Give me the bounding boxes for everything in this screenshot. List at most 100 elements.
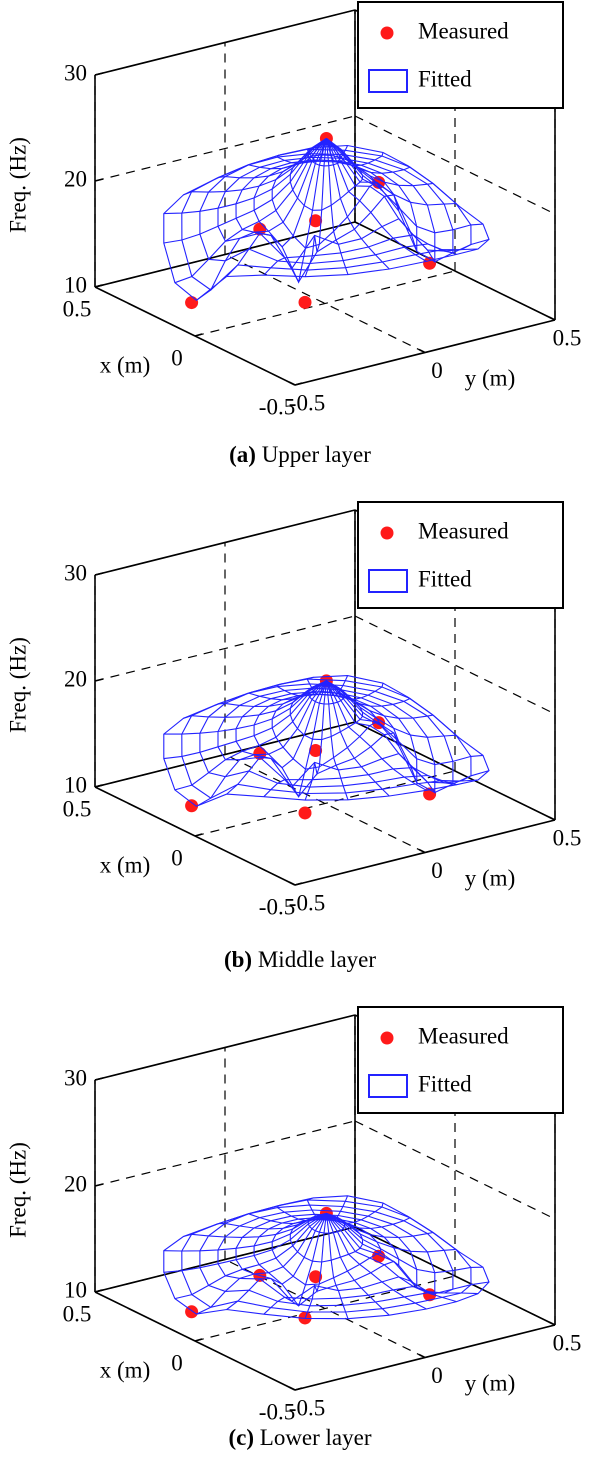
axis-edge [94, 721, 356, 788]
mesh-radial [325, 1213, 349, 1319]
mesh-radial [174, 138, 327, 284]
mesh-radial [226, 680, 327, 795]
mesh-radial [325, 680, 457, 786]
mesh-radial [326, 680, 484, 766]
grid-line [194, 1275, 456, 1342]
tick-mark [94, 1289, 103, 1293]
mesh-ring [163, 144, 490, 302]
mesh-radial [326, 1212, 460, 1253]
z-tick-label: 10 [64, 1277, 87, 1302]
mesh-radial [326, 1212, 434, 1239]
mesh-radial [304, 138, 327, 277]
z-tick-label: 30 [64, 60, 87, 85]
mesh-radial [163, 680, 327, 735]
caption-text: Middle layer [258, 947, 376, 972]
legend-swatch [368, 69, 408, 93]
x-tick-label: 0 [171, 845, 183, 870]
z-axis-label: Freq. (Hz) [5, 637, 30, 733]
measured-point [298, 806, 312, 820]
tick-mark [194, 1338, 203, 1342]
z-tick-label: 30 [64, 1065, 87, 1090]
mesh-radial [226, 138, 327, 277]
tick-mark [94, 784, 103, 788]
mesh-radial [326, 1212, 490, 1295]
legend-box [357, 501, 564, 609]
caption: (c) Lower layer [228, 1425, 371, 1450]
y-axis-label: y (m) [465, 1370, 515, 1395]
mesh-radial [325, 1213, 427, 1310]
grid-line [224, 753, 426, 854]
mesh-radial [326, 1212, 484, 1274]
mesh-radial [325, 138, 390, 270]
mesh-ring [253, 693, 400, 798]
mesh-radial [326, 138, 460, 207]
legend-label: Fitted [418, 1071, 472, 1096]
z-axis-label: Freq. (Hz) [5, 137, 30, 233]
z-tick-label: 20 [64, 166, 87, 191]
axis-edge [354, 221, 556, 321]
mesh-radial [214, 680, 327, 708]
tick-mark [194, 833, 203, 837]
grid-line [354, 115, 556, 215]
legend-swatch [368, 1074, 408, 1098]
mesh-radial [325, 138, 349, 275]
axis-edge [354, 721, 556, 821]
y-tick-label: -0.5 [289, 1395, 325, 1420]
x-tick-label: 0 [171, 345, 183, 370]
x-axis-label: x (m) [100, 1357, 150, 1382]
legend-box [357, 1006, 564, 1114]
tick-mark [94, 178, 104, 182]
mesh-radial [196, 1213, 327, 1315]
caption: (b) Middle layer [224, 947, 376, 972]
tick-mark [288, 1386, 296, 1391]
tick-mark [294, 382, 303, 386]
mesh-radial [263, 138, 327, 284]
mesh-radial [325, 1213, 457, 1303]
legend-box [357, 1, 564, 109]
z-tick-label: 10 [64, 772, 87, 797]
fitted-surface [163, 1195, 490, 1320]
mesh-radial [183, 1212, 327, 1238]
tick-mark [94, 678, 104, 682]
y-tick-label: 0 [431, 358, 443, 383]
grid-line [94, 115, 356, 182]
mesh-radial [304, 1213, 327, 1319]
axis-edge [94, 509, 356, 576]
mesh-radial [196, 138, 327, 301]
tick-mark [94, 572, 104, 576]
x-tick-label: -0.5 [259, 894, 295, 919]
axis-edge [94, 1226, 356, 1293]
tick-mark [548, 816, 556, 821]
mesh-radial [226, 1213, 327, 1310]
x-axis-label: x (m) [100, 352, 150, 377]
grid-line [224, 253, 426, 354]
axis-edge [354, 1226, 556, 1326]
y-axis-label: y (m) [465, 365, 515, 390]
legend-swatch [380, 1031, 394, 1045]
tick-mark [294, 882, 303, 886]
y-tick-label: 0 [431, 1363, 443, 1388]
mesh-radial [325, 680, 427, 791]
mesh-radial [304, 680, 327, 801]
y-axis-label: y (m) [465, 865, 515, 890]
mesh-radial [326, 138, 490, 263]
mesh-radial [163, 138, 327, 244]
mesh-radial [326, 680, 479, 784]
tick-mark [288, 881, 296, 886]
mesh-radial [326, 680, 460, 739]
x-tick-label: 0.5 [63, 796, 92, 821]
mesh-radial [326, 138, 412, 174]
mesh-radial [174, 680, 327, 791]
mesh-radial [163, 138, 327, 215]
mesh-radial [325, 1213, 390, 1316]
tick-mark [288, 381, 296, 386]
legend-label: Measured [418, 18, 509, 43]
tick-mark [194, 333, 203, 337]
fitted-surface [163, 675, 490, 807]
mesh-radial [163, 1212, 327, 1252]
mesh-ring [217, 1209, 436, 1300]
z-tick-label: 30 [64, 560, 87, 585]
measured-point [309, 214, 323, 228]
caption: (a) Upper layer [229, 442, 371, 467]
